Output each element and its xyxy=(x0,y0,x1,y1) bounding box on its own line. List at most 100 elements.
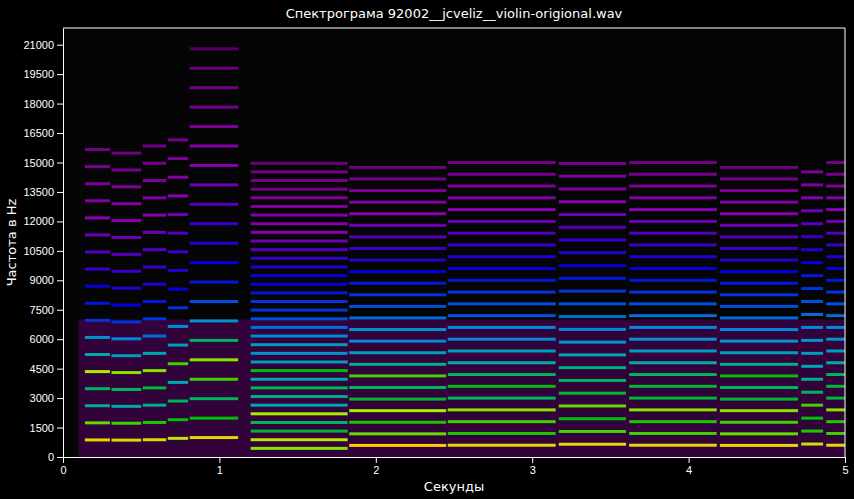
tick: 19500 xyxy=(23,68,63,80)
harmonic xyxy=(720,351,798,354)
harmonic xyxy=(559,239,626,242)
harmonic xyxy=(85,199,110,202)
harmonic xyxy=(251,335,348,338)
note xyxy=(448,161,556,447)
harmonic xyxy=(720,270,798,273)
harmonic xyxy=(826,161,845,164)
harmonic xyxy=(826,338,845,341)
tick: 16500 xyxy=(23,127,63,139)
harmonic xyxy=(349,363,446,366)
harmonic xyxy=(85,216,110,219)
harmonic xyxy=(629,338,717,341)
harmonic xyxy=(720,305,798,308)
harmonic xyxy=(111,287,141,290)
harmonic xyxy=(168,288,188,291)
harmonic xyxy=(85,319,110,322)
note xyxy=(801,170,823,445)
harmonic xyxy=(448,302,556,305)
harmonic xyxy=(143,283,166,286)
harmonic xyxy=(168,325,188,328)
harmonic xyxy=(111,152,141,155)
harmonic xyxy=(168,400,188,403)
harmonic xyxy=(720,398,798,401)
tick-mark xyxy=(57,457,63,458)
tick: 1500 xyxy=(30,422,63,434)
note xyxy=(559,162,626,446)
harmonic xyxy=(251,188,348,191)
tick-mark xyxy=(57,310,63,311)
tick: 0 xyxy=(48,451,63,463)
harmonic xyxy=(826,326,845,329)
tick: 2 xyxy=(373,457,379,476)
harmonic xyxy=(448,397,556,400)
harmonic xyxy=(448,432,556,435)
harmonic xyxy=(251,162,348,165)
tick-mark xyxy=(376,457,377,463)
harmonic xyxy=(629,444,717,447)
harmonic xyxy=(629,196,717,199)
harmonic xyxy=(826,255,845,258)
harmonic xyxy=(251,343,348,346)
tick: 9000 xyxy=(30,274,63,286)
harmonic xyxy=(448,444,556,447)
harmonic xyxy=(111,270,141,273)
harmonic xyxy=(349,282,446,285)
tick-label: 12000 xyxy=(23,215,54,227)
harmonic xyxy=(168,418,188,421)
harmonic xyxy=(720,421,798,424)
harmonic xyxy=(143,386,166,389)
harmonic xyxy=(190,67,238,70)
harmonic xyxy=(720,363,798,366)
harmonic xyxy=(111,422,141,425)
harmonic xyxy=(85,165,110,168)
harmonic xyxy=(559,175,626,178)
harmonic xyxy=(349,316,446,319)
harmonic xyxy=(629,279,717,282)
harmonic xyxy=(629,373,717,376)
harmonic xyxy=(168,232,188,235)
tick-label: 9000 xyxy=(30,274,54,286)
harmonic xyxy=(251,430,348,433)
harmonic xyxy=(349,374,446,377)
tick-mark xyxy=(57,74,63,75)
harmonic xyxy=(85,148,110,151)
harmonic xyxy=(801,443,823,446)
harmonic xyxy=(111,202,141,205)
harmonic xyxy=(448,291,556,294)
tick-label: 3000 xyxy=(30,392,54,404)
harmonic xyxy=(143,231,166,234)
harmonic xyxy=(559,417,626,420)
harmonic xyxy=(826,349,845,352)
harmonic xyxy=(190,183,238,186)
harmonic xyxy=(629,185,717,188)
harmonic xyxy=(111,405,141,408)
harmonic xyxy=(143,144,166,147)
harmonic xyxy=(720,340,798,343)
harmonic xyxy=(143,248,166,251)
harmonic xyxy=(251,412,348,415)
harmonic xyxy=(143,196,166,199)
harmonic xyxy=(720,201,798,204)
harmonic xyxy=(349,189,446,192)
harmonic xyxy=(85,438,110,441)
harmonic xyxy=(559,366,626,369)
harmonic xyxy=(168,138,188,141)
harmonic xyxy=(349,247,446,250)
harmonic xyxy=(448,208,556,211)
harmonic xyxy=(251,196,348,199)
harmonic xyxy=(143,335,166,338)
harmonic xyxy=(629,349,717,352)
tick-mark xyxy=(57,398,63,399)
y-axis: 0150030004500600075009000105001200013500… xyxy=(23,29,63,464)
harmonic xyxy=(448,361,556,364)
harmonic xyxy=(251,214,348,217)
harmonic xyxy=(85,233,110,236)
harmonic xyxy=(251,378,348,381)
harmonic xyxy=(629,267,717,270)
harmonic xyxy=(559,353,626,356)
harmonic xyxy=(629,255,717,258)
harmonic xyxy=(251,205,348,208)
harmonic xyxy=(349,166,446,169)
harmonic xyxy=(143,369,166,372)
noise-floor xyxy=(79,320,845,457)
